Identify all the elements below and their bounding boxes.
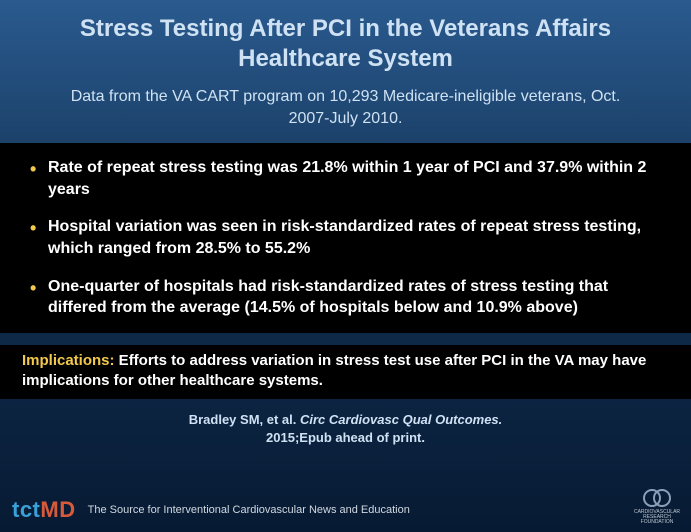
citation: Bradley SM, et al. Circ Cardiovasc Qual … — [0, 411, 691, 446]
crf-logo-text: CARDIOVASCULAR RESEARCH FOUNDATION — [634, 510, 680, 525]
crf-logo-icon — [642, 487, 672, 509]
citation-rest: 2015;Epub ahead of print. — [266, 430, 425, 445]
footer-tagline: The Source for Interventional Cardiovasc… — [88, 504, 410, 516]
bullet-list: Rate of repeat stress testing was 21.8% … — [26, 157, 665, 319]
slide: Stress Testing After PCI in the Veterans… — [0, 0, 691, 532]
implications-panel: Implications: Efforts to address variati… — [0, 345, 691, 400]
logo-md: MD — [40, 497, 75, 522]
bullet-item: One-quarter of hospitals had risk-standa… — [26, 276, 665, 319]
bullets-panel: Rate of repeat stress testing was 21.8% … — [0, 143, 691, 333]
tctmd-logo: tctMD — [12, 497, 76, 523]
logo-tct: tct — [12, 497, 40, 522]
citation-authors: Bradley SM, et al. — [189, 412, 300, 427]
crf-logo: CARDIOVASCULAR RESEARCH FOUNDATION — [637, 486, 677, 526]
slide-title: Stress Testing After PCI in the Veterans… — [0, 0, 691, 80]
slide-subtitle: Data from the VA CART program on 10,293 … — [0, 80, 691, 139]
implications-text: Implications: Efforts to address variati… — [22, 351, 669, 392]
implications-body: Efforts to address variation in stress t… — [22, 352, 646, 389]
footer: tctMD The Source for Interventional Card… — [0, 488, 691, 532]
citation-journal: Circ Cardiovasc Qual Outcomes. — [300, 412, 502, 427]
bullet-item: Hospital variation was seen in risk-stan… — [26, 216, 665, 259]
implications-label: Implications: — [22, 352, 115, 369]
bullet-item: Rate of repeat stress testing was 21.8% … — [26, 157, 665, 200]
